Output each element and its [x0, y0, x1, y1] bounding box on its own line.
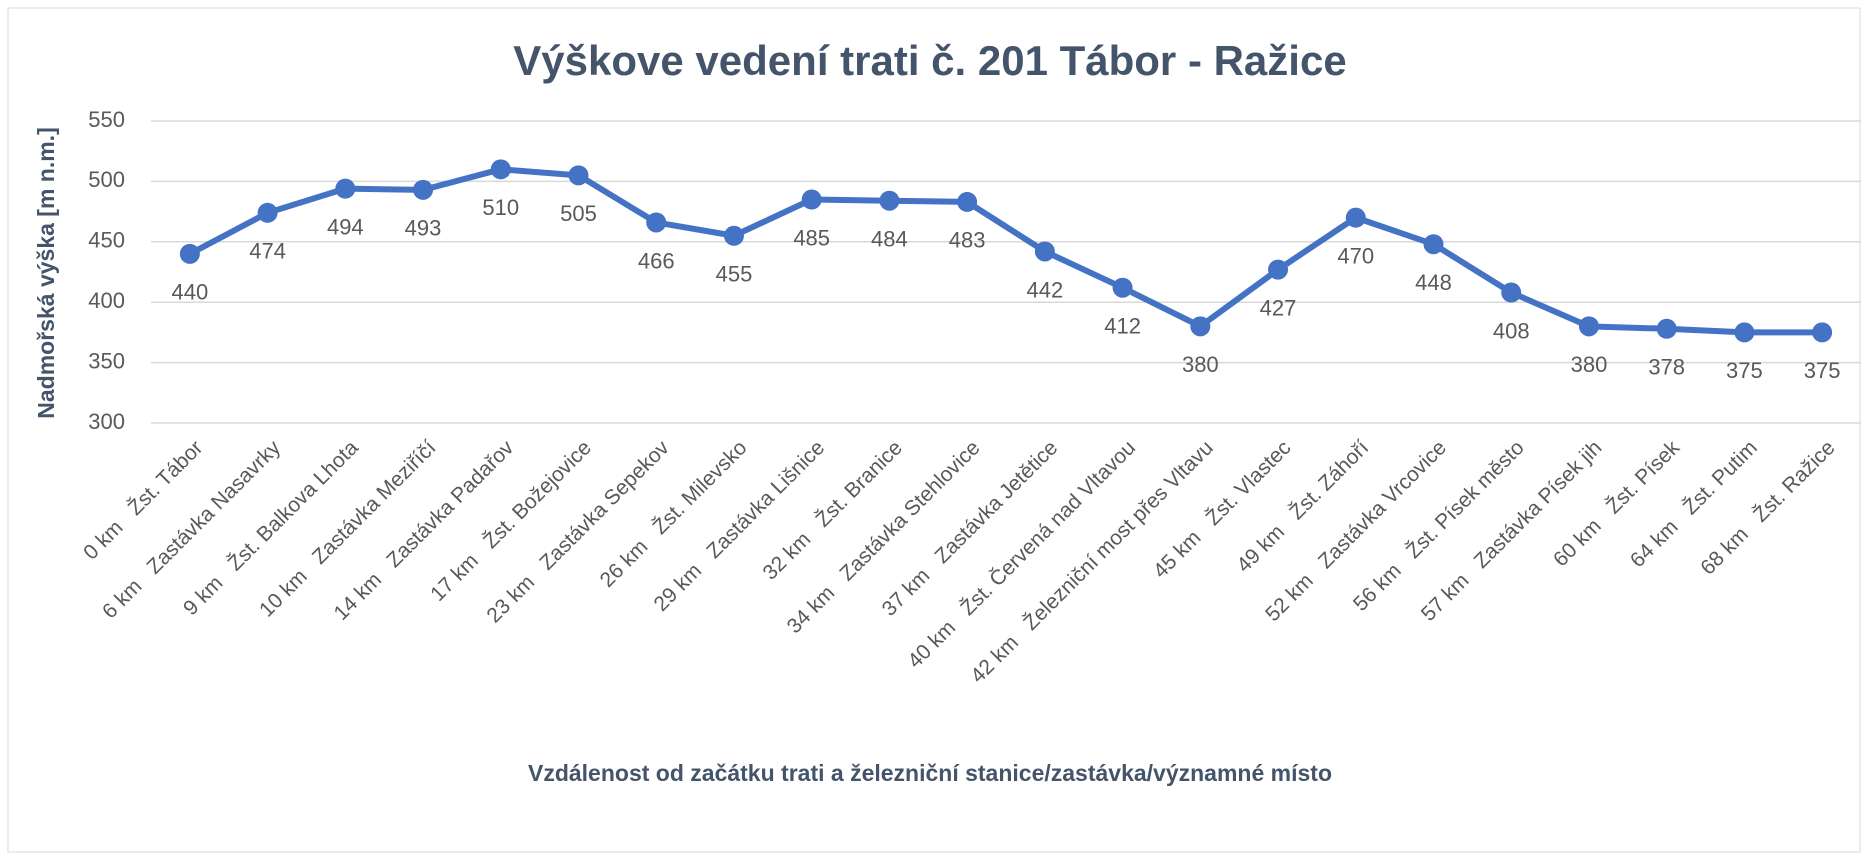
data-label: 455 [716, 262, 753, 287]
data-label: 380 [1182, 352, 1219, 377]
point [1268, 259, 1289, 280]
data-label: 494 [327, 214, 364, 239]
point [1656, 318, 1677, 339]
point [801, 189, 822, 210]
point [1812, 322, 1833, 343]
point [957, 191, 978, 212]
data-label: 440 [172, 280, 209, 305]
y-axis-title: Nadmořská výška [m n.m.] [33, 127, 59, 418]
y-tick-label: 350 [88, 348, 125, 373]
x-axis-title: Vzdálenost od začátku trati a železniční… [528, 760, 1332, 786]
data-label: 484 [871, 227, 908, 252]
data-label: 448 [1415, 270, 1452, 295]
data-label: 510 [482, 195, 519, 220]
y-tick-label: 550 [88, 107, 125, 132]
point [723, 225, 744, 246]
point [1501, 282, 1522, 303]
point [413, 179, 434, 200]
chart-title: Výškove vedení trati č. 201 Tábor - Raži… [513, 37, 1346, 84]
data-label: 485 [793, 225, 830, 250]
line [188, 166, 1823, 336]
chart-frame [7, 7, 1861, 853]
y-tick-label: 300 [88, 409, 125, 434]
y-tick-label: 500 [88, 167, 125, 192]
point [568, 165, 589, 186]
point [257, 202, 278, 223]
point [179, 243, 200, 264]
data-label: 483 [949, 228, 986, 253]
data-label: 412 [1104, 314, 1141, 339]
data-label: 470 [1337, 243, 1374, 268]
point [490, 159, 511, 180]
point [1423, 234, 1444, 255]
point [646, 212, 667, 233]
data-label: 442 [1027, 277, 1064, 302]
data-label: 378 [1648, 355, 1685, 380]
point [1112, 277, 1133, 298]
point [1345, 207, 1366, 228]
point [1734, 322, 1755, 343]
data-label: 474 [249, 239, 286, 264]
point [879, 190, 900, 211]
point [335, 178, 356, 199]
data-label: 427 [1260, 295, 1297, 320]
data-label: 466 [638, 248, 675, 273]
data-label: 408 [1493, 318, 1530, 343]
data-label: 380 [1571, 352, 1608, 377]
data-label: 375 [1804, 358, 1841, 383]
point [1034, 241, 1055, 262]
data-label: 493 [405, 216, 442, 241]
point [1578, 316, 1599, 337]
y-tick-label: 450 [88, 228, 125, 253]
data-label: 505 [560, 201, 597, 226]
data-label: 375 [1726, 358, 1763, 383]
y-tick-label: 400 [88, 288, 125, 313]
point [1190, 316, 1211, 337]
